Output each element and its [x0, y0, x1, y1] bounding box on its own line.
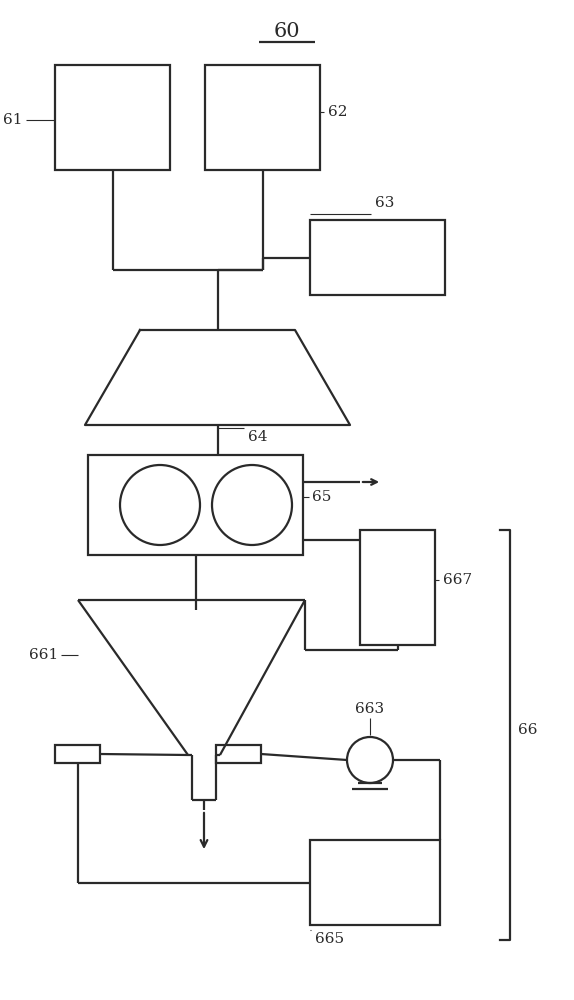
Bar: [216, 745, 261, 763]
Bar: [310, 220, 445, 295]
Bar: [310, 840, 440, 925]
Text: 66: 66: [518, 723, 537, 737]
Text: 64: 64: [248, 430, 267, 444]
Text: 663: 663: [355, 702, 384, 716]
Bar: [360, 530, 435, 645]
Text: 665: 665: [315, 932, 344, 946]
Text: 661: 661: [29, 648, 58, 662]
Text: 667: 667: [443, 573, 472, 587]
Bar: [55, 65, 170, 170]
Text: 63: 63: [375, 196, 394, 210]
Text: 60: 60: [274, 22, 300, 41]
Text: 62: 62: [328, 105, 347, 119]
Bar: [55, 745, 100, 763]
Text: 61: 61: [2, 113, 22, 127]
Bar: [205, 65, 320, 170]
Text: 65: 65: [312, 490, 331, 504]
Bar: [88, 455, 303, 555]
